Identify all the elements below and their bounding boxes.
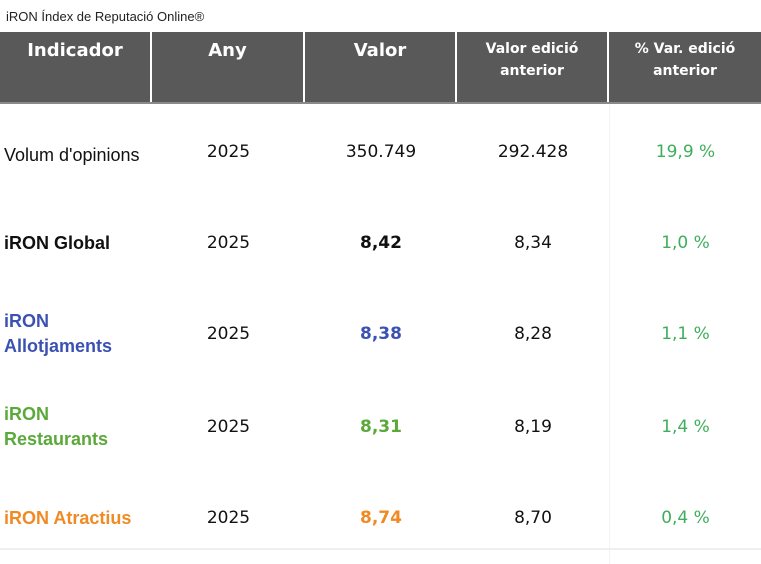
cell-valor: 8,31 bbox=[360, 416, 402, 437]
cell-valor-anterior: 8,70 bbox=[514, 508, 552, 528]
row-label-allotjaments: iRON Allotjaments bbox=[4, 310, 113, 356]
table-bottom-border bbox=[0, 548, 761, 550]
cell-var: 1,1 % bbox=[609, 286, 761, 381]
cell-valor-anterior: 292.428 bbox=[497, 142, 569, 162]
cell-var: 1,0 % bbox=[609, 200, 761, 286]
cell-valor-anterior: 8,34 bbox=[514, 233, 552, 253]
row-label-volum: Volum d'opinions bbox=[4, 144, 140, 165]
cell-valor-anterior: 8,28 bbox=[514, 323, 552, 344]
table-row: iRON Global 2025 8,42 8,34 1,0 % bbox=[0, 200, 761, 286]
cell-any: 2025 bbox=[206, 323, 251, 344]
table-row: iRON Restaurants 2025 8,31 8,19 1,4 % bbox=[0, 381, 761, 472]
table-row: Volum d'opinions 2025 350.749 292.428 19… bbox=[0, 104, 761, 200]
table-row: iRON Atractius 2025 8,74 8,70 0,4 % bbox=[0, 472, 761, 564]
header-any: Any bbox=[152, 32, 305, 102]
cell-valor: 8,42 bbox=[360, 233, 402, 253]
table-caption: iRON Índex de Reputació Online® bbox=[6, 9, 205, 24]
header-valor-anterior: Valor edició anterior bbox=[457, 32, 609, 102]
header-indicador: Indicador bbox=[0, 32, 152, 102]
cell-any: 2025 bbox=[206, 233, 251, 253]
cell-var: 19,9 % bbox=[609, 104, 761, 200]
cell-any: 2025 bbox=[206, 416, 251, 437]
table-header-row: Indicador Any Valor Valor edició anterio… bbox=[0, 32, 761, 104]
row-label-global: iRON Global bbox=[4, 232, 111, 253]
cell-any: 2025 bbox=[206, 142, 251, 162]
header-var-anterior: % Var. edició anterior bbox=[609, 32, 761, 102]
cell-any: 2025 bbox=[206, 508, 251, 528]
cell-var: 0,4 % bbox=[609, 472, 761, 564]
header-valor: Valor bbox=[305, 32, 457, 102]
cell-valor: 8,38 bbox=[360, 323, 402, 344]
cell-valor-anterior: 8,19 bbox=[514, 416, 552, 437]
cell-var: 1,4 % bbox=[609, 381, 761, 472]
reputation-table: Indicador Any Valor Valor edició anterio… bbox=[0, 32, 761, 564]
row-label-restaurants: iRON Restaurants bbox=[4, 403, 109, 449]
table-row: iRON Allotjaments 2025 8,38 8,28 1,1 % bbox=[0, 286, 761, 381]
cell-valor: 350.749 bbox=[345, 142, 417, 162]
row-label-atractius: iRON Atractius bbox=[4, 507, 132, 528]
cell-valor: 8,74 bbox=[360, 508, 402, 528]
